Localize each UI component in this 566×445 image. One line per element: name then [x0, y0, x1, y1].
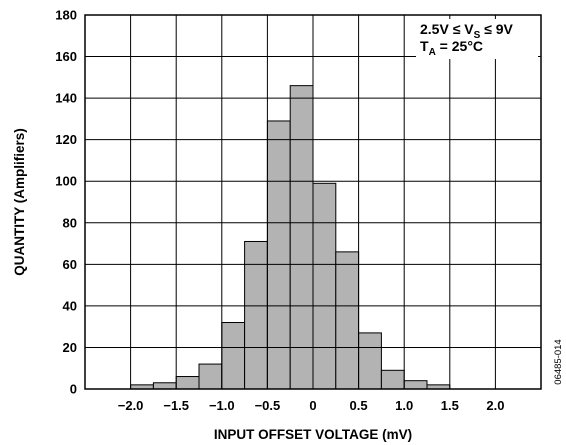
annotation-line-1-prefix: 2.5V ≤ V: [420, 21, 474, 37]
y-tick-label: 140: [55, 91, 77, 106]
histogram-bar: [313, 183, 336, 389]
histogram-bar: [290, 86, 313, 389]
x-tick-label: −0.5: [255, 398, 281, 413]
annotation-line-2-sub: A: [429, 47, 436, 58]
histogram-bar: [199, 364, 222, 389]
histogram-bar: [176, 377, 199, 389]
y-tick-label: 0: [70, 382, 77, 397]
x-tick-label: −1.0: [209, 398, 235, 413]
x-tick-label: −1.5: [163, 398, 189, 413]
annotation-line-1-suffix: ≤ 9V: [480, 21, 513, 37]
histogram-bar: [336, 252, 359, 389]
figure-id: 06485-014: [553, 339, 564, 384]
x-tick-labels: −2.0 −1.5 −1.0 −0.5 0 0.5 1.0 1.5 2.0: [118, 398, 505, 413]
y-tick-label: 160: [55, 49, 77, 64]
x-tick-label: 2.0: [486, 398, 504, 413]
annotation-line-2-suffix: = 25°C: [436, 38, 483, 54]
x-tick-label: 0: [309, 398, 316, 413]
x-tick-label: 1.5: [441, 398, 459, 413]
x-tick-label: 0.5: [350, 398, 368, 413]
y-axis-title: QUANTITY (Amplifiers): [12, 128, 27, 276]
y-tick-label: 60: [63, 257, 77, 272]
x-axis-title: INPUT OFFSET VOLTAGE (mV): [214, 427, 412, 442]
y-tick-label: 20: [63, 340, 77, 355]
histogram-bar: [245, 241, 268, 389]
x-tick-label: 1.0: [395, 398, 413, 413]
y-tick-labels: 0 20 40 60 80 100 120 140 160 180: [55, 8, 77, 397]
histogram-bar: [222, 323, 245, 389]
histogram-bar: [359, 333, 382, 389]
y-tick-label: 180: [55, 8, 77, 23]
y-tick-label: 100: [55, 174, 77, 189]
histogram-bar: [267, 121, 290, 389]
histogram-bar: [404, 381, 427, 389]
y-tick-label: 40: [63, 298, 77, 313]
histogram-bar: [153, 383, 176, 389]
histogram-bar: [381, 370, 404, 389]
y-tick-label: 120: [55, 132, 77, 147]
x-tick-label: −2.0: [118, 398, 144, 413]
y-tick-label: 80: [63, 215, 77, 230]
